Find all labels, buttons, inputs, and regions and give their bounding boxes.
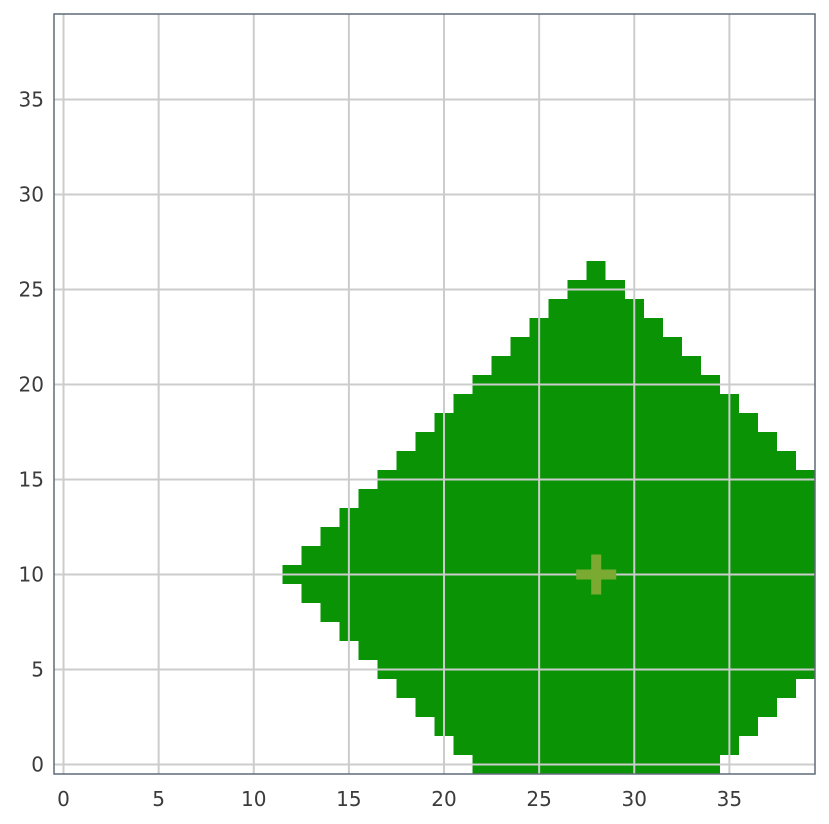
region-layer (282, 261, 815, 774)
x-tick-label: 5 (152, 787, 165, 811)
region-row-17 (415, 432, 777, 451)
y-tick-label: 10 (19, 563, 44, 587)
region-row-9 (301, 584, 815, 603)
region-row-6 (358, 641, 815, 660)
x-tick-label: 0 (57, 787, 70, 811)
region-row-3 (415, 698, 777, 717)
x-tick-label: 20 (431, 787, 456, 811)
x-axis-ticks: 0 5 10 15 20 25 30 35 (57, 787, 742, 811)
y-tick-label: 0 (31, 753, 44, 777)
y-tick-label: 35 (19, 88, 44, 112)
region-row-13 (339, 508, 815, 527)
region-row-21 (491, 356, 701, 375)
y-tick-label: 15 (19, 468, 44, 492)
y-tick-label: 25 (19, 278, 44, 302)
region-row-11 (301, 546, 815, 565)
x-tick-label: 15 (336, 787, 361, 811)
region-row-26 (586, 261, 606, 280)
region-row-22 (510, 337, 682, 356)
y-tick-label: 20 (19, 373, 44, 397)
y-tick-label: 5 (31, 658, 44, 682)
center-marker-plus (576, 554, 617, 595)
region-row-8 (320, 603, 815, 622)
region-row-18 (434, 413, 758, 432)
region-row-16 (396, 451, 796, 470)
region-row-24 (548, 299, 644, 318)
x-tick-label: 30 (622, 787, 647, 811)
region-row-4 (396, 679, 796, 698)
region-row-19 (453, 394, 739, 413)
y-axis-ticks: 0 5 10 15 20 25 30 35 (19, 88, 44, 777)
x-tick-label: 25 (526, 787, 551, 811)
region-row-2 (434, 717, 758, 736)
region-row-23 (529, 318, 663, 337)
region-row-12 (320, 527, 815, 546)
plot-frame (53, 13, 816, 775)
y-tick-label: 30 (19, 183, 44, 207)
region-row-7 (339, 622, 815, 641)
grid-layer (54, 14, 815, 774)
x-tick-label: 10 (241, 787, 266, 811)
region-row-14 (358, 489, 815, 508)
marker-layer (576, 554, 617, 595)
region-row-1 (453, 736, 739, 755)
x-tick-label: 35 (717, 787, 742, 811)
